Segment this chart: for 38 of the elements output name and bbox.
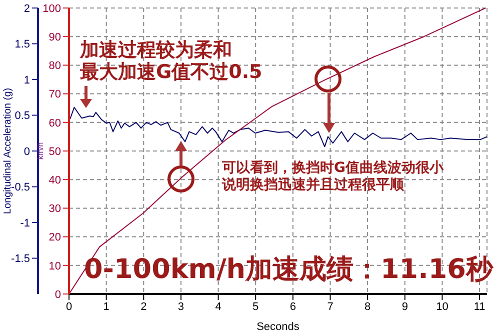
x-tick-label: 0 — [66, 300, 72, 313]
x-tick-label: 7 — [327, 300, 334, 313]
y2-tick-label: 90 — [48, 32, 61, 44]
x-tick-label: 8 — [364, 300, 371, 313]
x-axis-title: Seconds — [256, 321, 300, 330]
annotation: 可以看到，换挡时G值曲线波动很小 — [222, 160, 444, 176]
y-tick-label: 1.5 — [14, 38, 30, 51]
x-tick-label: 9 — [402, 300, 408, 313]
annotation: 说明换挡迅速并且过程很平顺 — [222, 177, 404, 194]
annotation: 加速过程较为柔和 — [80, 39, 232, 62]
y2-axis-title: km/h — [36, 142, 45, 160]
y2-tick-label: 20 — [48, 232, 61, 244]
x-tick-label: 1 — [103, 300, 110, 313]
x-tick-label: 3 — [178, 300, 184, 313]
y2-tick-label: 100 — [42, 2, 61, 15]
x-tick-label: 5 — [252, 300, 259, 313]
x-tick-label: 2 — [140, 300, 147, 313]
y-tick-label: -1.5 — [11, 253, 30, 266]
x-tick-label: 6 — [290, 300, 296, 313]
y-tick-label: 2 — [24, 2, 30, 15]
y2-tick-label: 30 — [48, 203, 61, 216]
y2-tick-label: 0 — [54, 288, 61, 301]
y-tick-label: 0.5 — [14, 110, 30, 122]
y-tick-label: 1 — [24, 74, 30, 86]
y2-tick-label: 70 — [48, 88, 61, 101]
y2-tick-label: 40 — [48, 174, 61, 187]
y-tick-label: -1 — [20, 217, 30, 230]
annotation: 最大加速G值不过0.5 — [80, 61, 262, 84]
y-tick-label: -0.5 — [11, 182, 30, 194]
y2-tick-label: 50 — [48, 146, 61, 158]
x-tick-label: 11 — [474, 300, 486, 313]
x-tick-label: 10 — [436, 300, 448, 313]
x-tick-label: 4 — [215, 300, 222, 313]
annotation: 0-100km/h加速成绩：11.16秒 — [84, 254, 493, 286]
y2-tick-label: 60 — [48, 117, 61, 130]
y2-tick-label: 10 — [48, 260, 61, 272]
y-tick-label: 0 — [24, 146, 30, 158]
y2-tick-label: 80 — [48, 60, 61, 72]
